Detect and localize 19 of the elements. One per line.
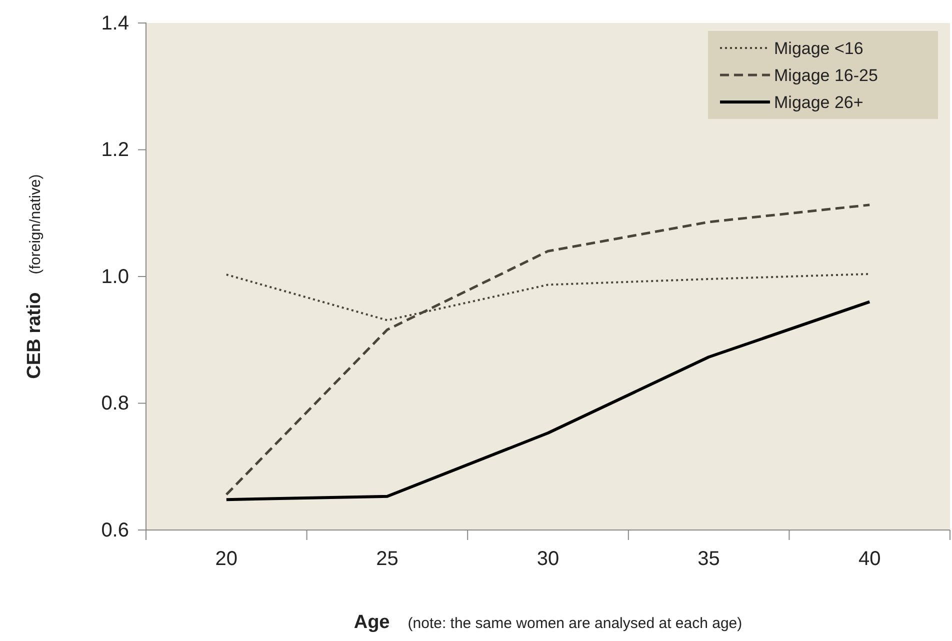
y-tick-label: 1.2 [101, 139, 129, 162]
y-tick-label: 0.6 [101, 519, 129, 542]
text: (foreign/native) [27, 174, 44, 274]
x-tick-label: 25 [376, 548, 398, 570]
x-tick-label: 35 [698, 548, 720, 570]
x-axis-title: Age [354, 612, 390, 633]
x-tick-label: 40 [858, 548, 881, 570]
legend-label: Migage 26+ [774, 92, 864, 112]
y-tick-label: 1.0 [101, 266, 129, 288]
y-axis-title: CEB ratio [24, 292, 45, 379]
legend-label: Migage <16 [774, 38, 864, 58]
x-tick-label: 30 [536, 548, 560, 570]
line-series [224, 300, 872, 502]
y-tick-label: 0.8 [101, 392, 129, 415]
x-tick-label: 20 [215, 548, 238, 570]
line-series [225, 204, 871, 496]
text: (note: the same women are analysed at each age) [408, 615, 742, 632]
legend-label: Migage 16-25 [774, 66, 878, 85]
y-tick-label: 1.4 [101, 12, 129, 34]
